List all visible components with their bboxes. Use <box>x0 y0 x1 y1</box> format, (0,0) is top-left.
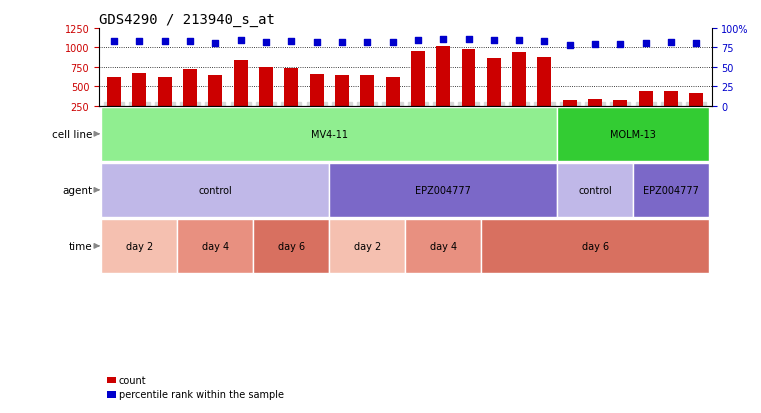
Bar <box>158 77 172 107</box>
Bar <box>537 58 552 107</box>
Point <box>387 40 399 46</box>
Point <box>640 40 652 47</box>
Bar <box>234 61 247 107</box>
Point <box>336 40 348 46</box>
Point <box>108 39 120 45</box>
Text: day 2: day 2 <box>126 241 153 251</box>
Point <box>209 40 221 47</box>
Bar <box>107 77 121 107</box>
Point <box>463 36 475 43</box>
Bar <box>177 219 253 273</box>
Text: time: time <box>69 241 93 251</box>
Text: day 2: day 2 <box>354 241 381 251</box>
Bar <box>132 74 146 107</box>
Point <box>564 43 576 49</box>
Point <box>513 38 525 45</box>
Text: MV4-11: MV4-11 <box>310 130 348 140</box>
Point <box>260 40 272 46</box>
Text: count: count <box>119 375 146 385</box>
Bar <box>330 219 405 273</box>
Point <box>589 42 601 48</box>
Bar <box>436 47 451 107</box>
Bar <box>487 58 501 107</box>
Point <box>437 36 449 43</box>
Bar <box>689 94 703 107</box>
Text: day 4: day 4 <box>202 241 229 251</box>
Text: day 6: day 6 <box>581 241 609 251</box>
Point <box>412 38 424 45</box>
Point <box>665 40 677 46</box>
Text: control: control <box>578 185 612 195</box>
Bar <box>411 52 425 107</box>
Bar <box>335 76 349 107</box>
Bar <box>360 76 374 107</box>
Bar <box>557 108 709 161</box>
Text: MOLM-13: MOLM-13 <box>610 130 656 140</box>
Point <box>158 39 170 45</box>
Point <box>614 42 626 48</box>
Bar <box>209 76 222 107</box>
Text: day 4: day 4 <box>430 241 457 251</box>
Bar <box>664 91 678 107</box>
Point <box>538 39 550 45</box>
Point <box>133 39 145 45</box>
Point <box>361 40 374 46</box>
Bar <box>386 78 400 107</box>
Bar <box>588 100 602 107</box>
Bar <box>285 69 298 107</box>
Point <box>690 40 702 47</box>
Bar <box>310 74 323 107</box>
Point <box>285 39 298 45</box>
Text: agent: agent <box>62 185 93 195</box>
Bar <box>253 219 330 273</box>
Bar <box>101 164 330 217</box>
Bar <box>633 164 709 217</box>
Bar <box>101 219 177 273</box>
Point <box>184 39 196 45</box>
Bar <box>330 164 557 217</box>
Bar <box>563 101 577 107</box>
Bar <box>462 50 476 107</box>
Bar <box>183 70 197 107</box>
Bar <box>557 164 633 217</box>
Bar <box>406 219 481 273</box>
Text: GDS4290 / 213940_s_at: GDS4290 / 213940_s_at <box>99 12 275 26</box>
Point <box>488 38 500 45</box>
Point <box>310 40 323 46</box>
Bar <box>613 101 627 107</box>
Text: percentile rank within the sample: percentile rank within the sample <box>119 389 284 399</box>
Bar <box>259 68 273 107</box>
Text: control: control <box>199 185 232 195</box>
Point <box>234 38 247 45</box>
Text: day 6: day 6 <box>278 241 305 251</box>
Bar <box>638 92 653 107</box>
Bar <box>101 108 557 161</box>
Bar <box>512 53 526 107</box>
Text: EPZ004777: EPZ004777 <box>416 185 471 195</box>
Text: EPZ004777: EPZ004777 <box>643 185 699 195</box>
Text: cell line: cell line <box>53 130 93 140</box>
Bar <box>481 219 709 273</box>
